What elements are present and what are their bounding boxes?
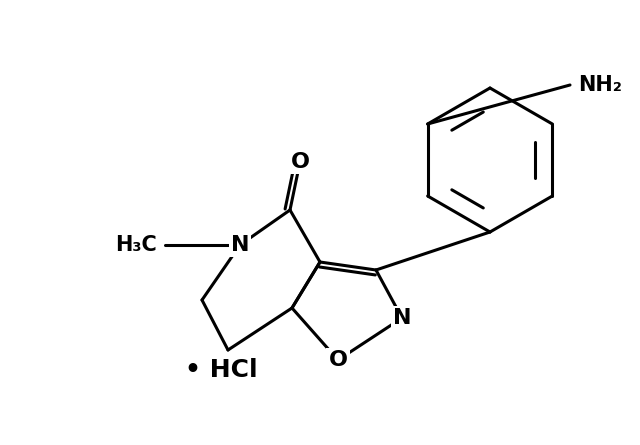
Text: O: O [328, 350, 348, 370]
Text: O: O [291, 152, 310, 172]
Text: N: N [231, 235, 249, 255]
Text: NH₂: NH₂ [578, 75, 622, 95]
Text: N: N [393, 308, 412, 328]
Text: • HCl: • HCl [185, 358, 258, 382]
Text: H₃C: H₃C [115, 235, 157, 255]
